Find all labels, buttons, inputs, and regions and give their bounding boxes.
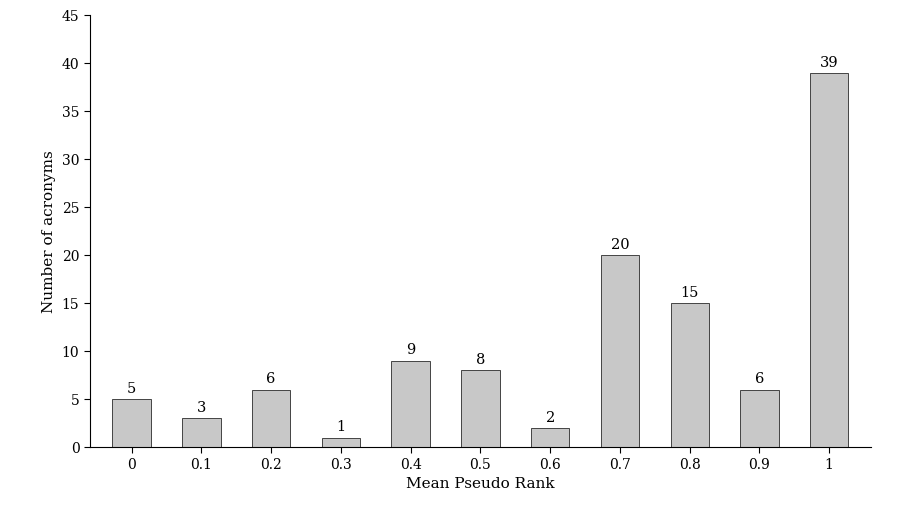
Bar (112, 399, 151, 447)
Text: 20: 20 (611, 238, 629, 252)
Text: 6: 6 (754, 372, 764, 386)
X-axis label: Mean Pseudo Rank: Mean Pseudo Rank (406, 477, 555, 491)
Text: 8: 8 (476, 353, 485, 367)
Text: 5: 5 (127, 382, 136, 396)
Bar (182, 418, 221, 447)
Bar (531, 428, 569, 447)
Text: 6: 6 (267, 372, 276, 386)
Bar (671, 303, 709, 447)
Text: 3: 3 (197, 401, 207, 415)
Text: 1: 1 (337, 420, 346, 434)
Bar (810, 73, 849, 447)
Text: 39: 39 (820, 56, 839, 69)
Bar (252, 390, 290, 447)
Bar (321, 437, 360, 447)
Y-axis label: Number of acronyms: Number of acronyms (42, 150, 57, 313)
Text: 15: 15 (681, 286, 699, 300)
Text: 2: 2 (546, 411, 555, 425)
Text: 9: 9 (406, 343, 415, 357)
Bar (392, 361, 430, 447)
Bar (462, 371, 499, 447)
Bar (740, 390, 779, 447)
Bar (601, 255, 639, 447)
